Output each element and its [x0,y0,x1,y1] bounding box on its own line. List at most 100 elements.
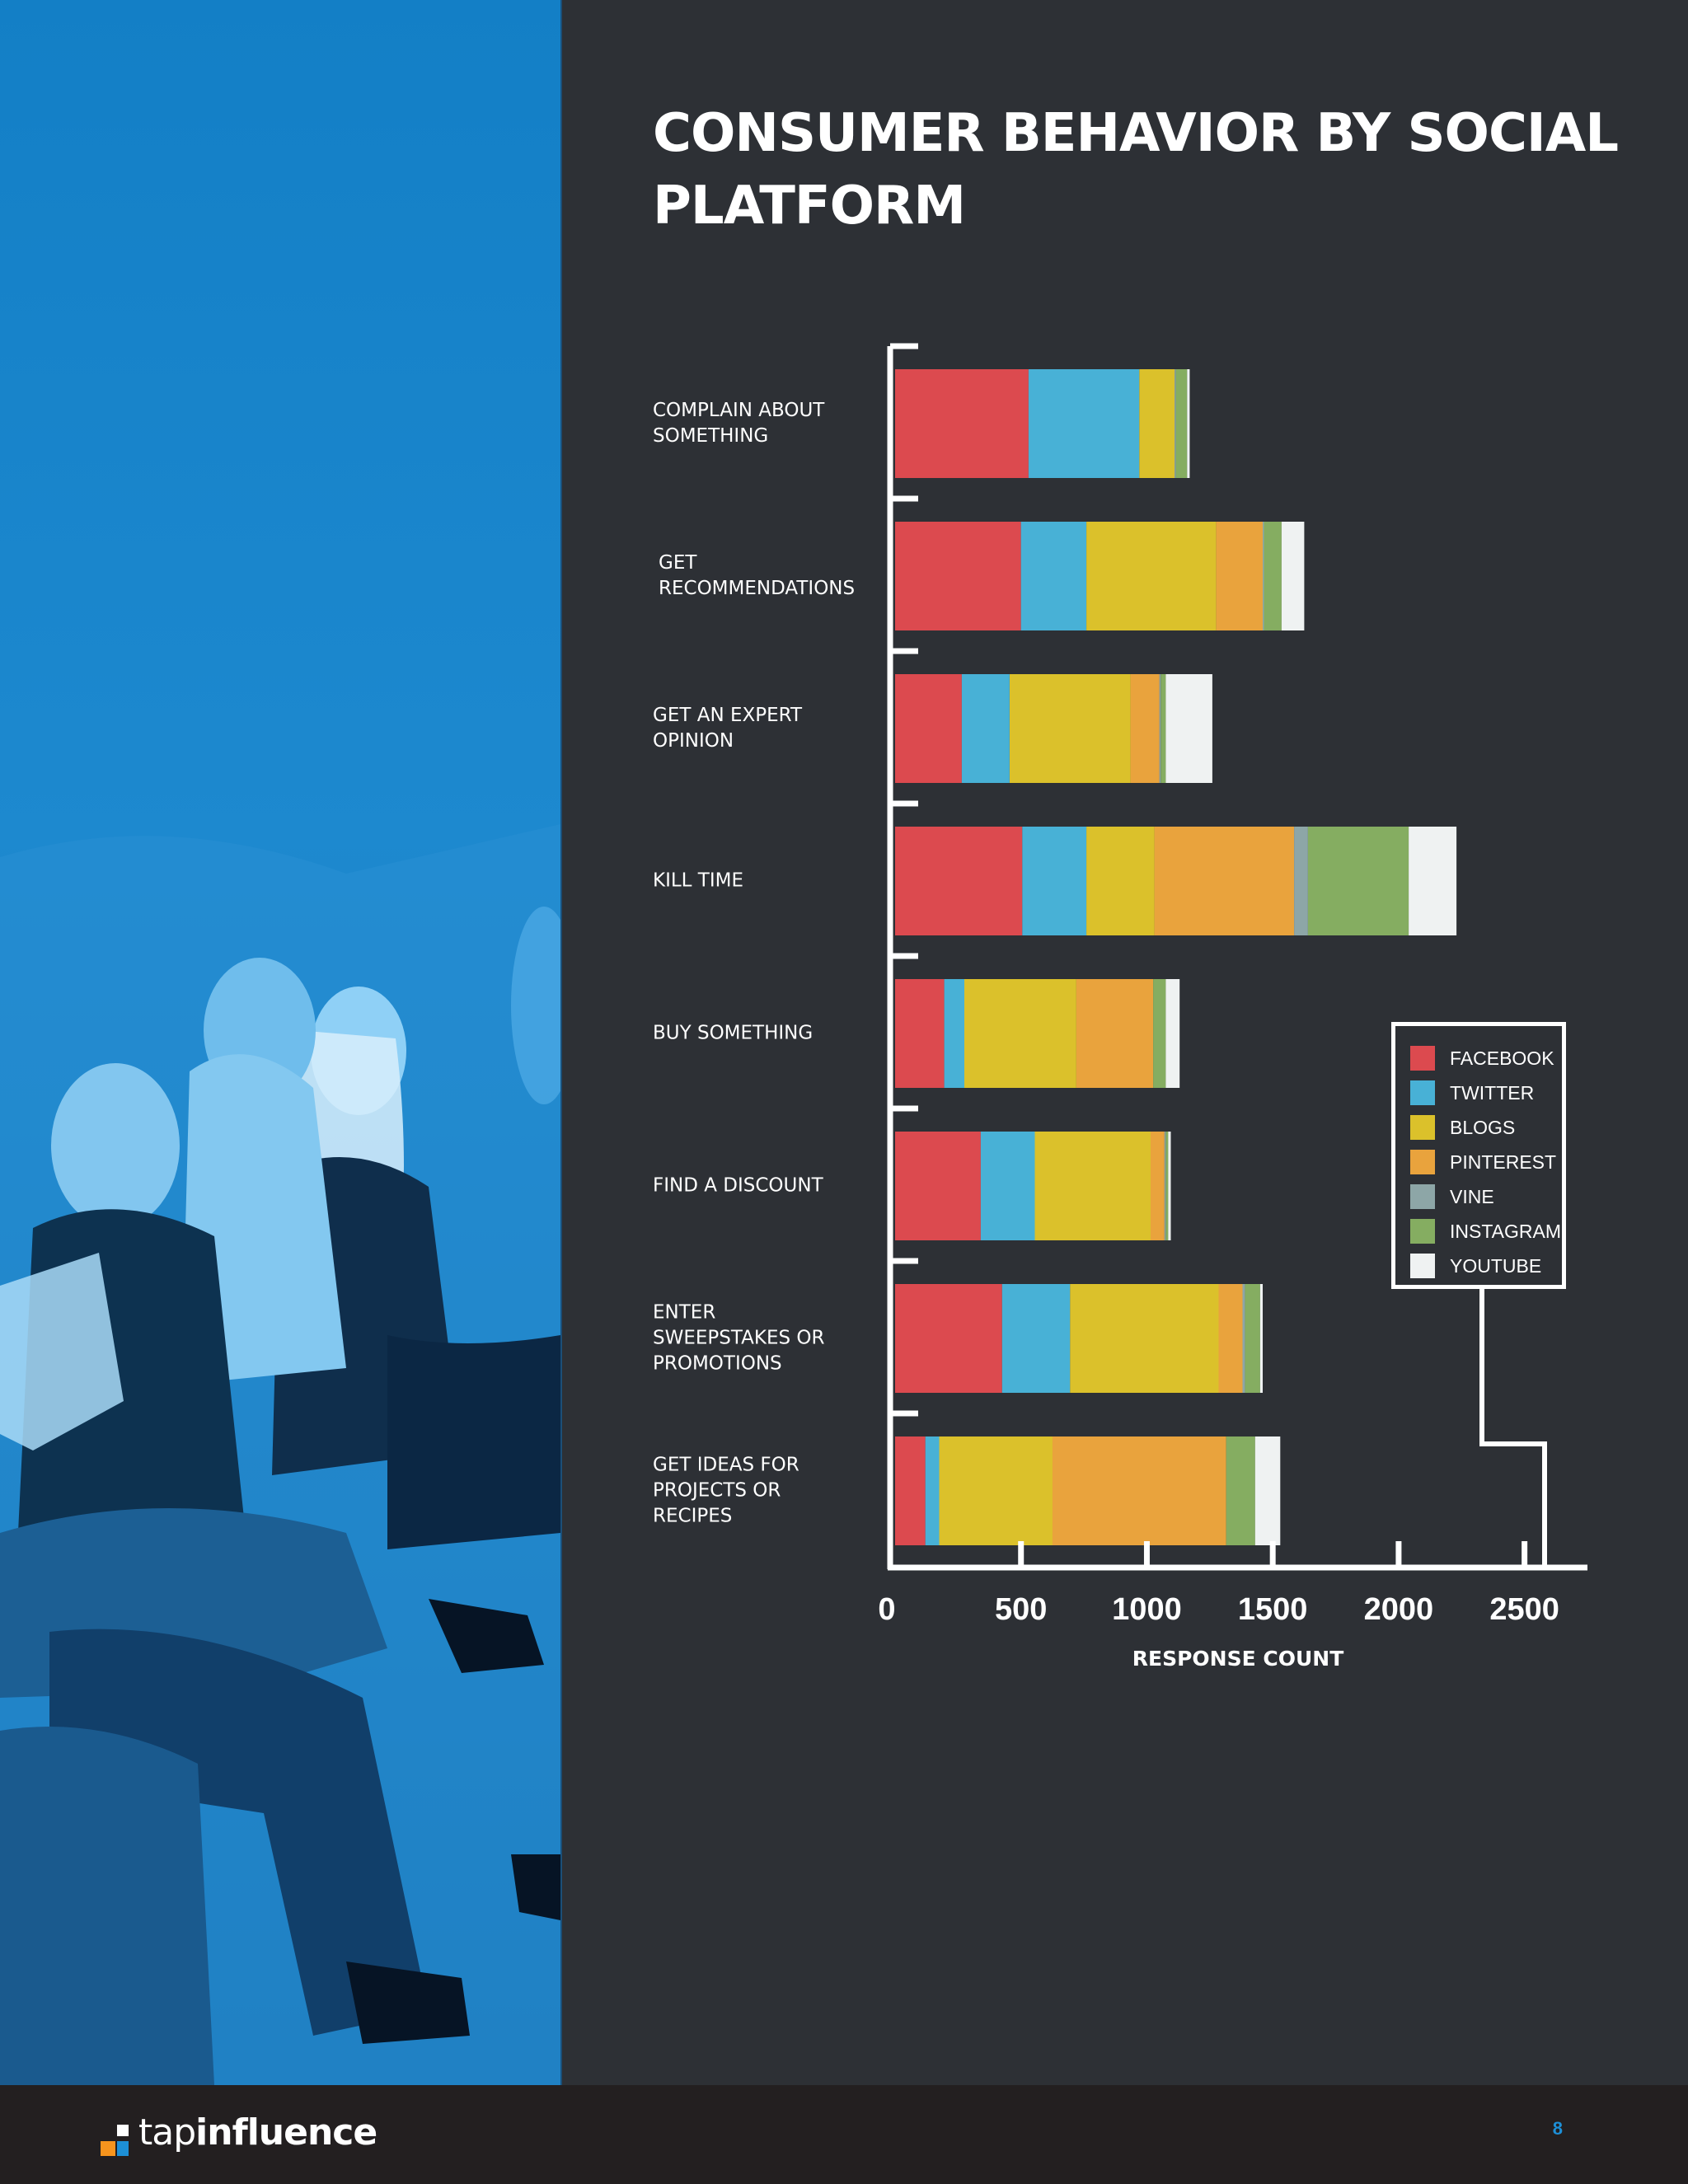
chart-legend: FACEBOOK TWITTER BLOGS PINTEREST VINE INSTAGR… [1391,1022,1566,1289]
bar-segment-facebook [895,1436,926,1545]
bar-segment-vine [1242,1284,1245,1393]
legend-label: YOUTUBE [1450,1254,1542,1277]
bar-segment-pinterest [1130,674,1160,783]
bar-segment-facebook [895,522,1021,630]
legend-swatch [1410,1219,1435,1244]
category-label: GET AN EXPERT OPINION [653,705,803,752]
bar-segment-facebook [895,979,945,1088]
bar-segment-pinterest [1052,1436,1226,1545]
legend-label: INSTAGRAM [1450,1220,1562,1242]
x-tick-label: 0 [878,1592,895,1627]
page-title: CONSUMER BEHAVIOR BY SOCIAL PLATFORM [653,103,1619,237]
category-label: BUY SOMETHING [653,1022,814,1044]
bar-segment-twitter [1001,1284,1071,1393]
legend-swatch [1410,1046,1435,1071]
legend-swatch [1410,1115,1435,1140]
bar-segment-youtube [1187,369,1190,478]
bar-segment-vine [1175,369,1176,478]
bar-segment-instagram [1165,1132,1169,1240]
bar-segment-twitter [925,1436,940,1545]
brand-name-light: tap [138,2111,196,2154]
content-panel: CONSUMER BEHAVIOR BY SOCIAL PLATFORM 0 50… [562,0,1688,2085]
category-label: KILL TIME [653,869,744,892]
category-label: GET IDEAS FOR PROJECTS OR RECIPES [653,1454,799,1527]
bar-segment-twitter [1020,522,1087,630]
bar-segment-pinterest [1076,979,1154,1088]
category-label: GET RECOMMENDATIONS [659,552,856,599]
x-tick-label: 1500 [1238,1592,1308,1627]
page-number: 8 [1552,2118,1563,2139]
legend-connector-line [1479,1289,1547,1568]
bar-segment-instagram [1175,369,1188,478]
bar-segment-instagram [1153,979,1166,1088]
bar-segment-facebook [895,369,1029,478]
bar-chart: 0 500 1000 1500 2000 2500 [878,343,1587,1627]
legend-item-instagram: INSTAGRAM [1410,1214,1562,1249]
bar-segment-youtube [1281,522,1305,630]
axis-layer: 0 500 1000 1500 2000 2500 [878,343,1587,1627]
bar-segment-blogs [1139,369,1175,478]
x-tick-label: 1000 [1112,1592,1182,1627]
legend-swatch [1410,1150,1435,1174]
bars-layer [895,369,1457,1545]
bar-segment-twitter [980,1132,1035,1240]
bar-segment-blogs [939,1436,1053,1545]
legend-swatch [1410,1080,1435,1105]
legend-item-facebook: FACEBOOK [1410,1041,1562,1076]
bar-segment-instagram [1245,1284,1260,1393]
bar-segment-blogs [1086,827,1155,935]
bar-segment-instagram [1307,827,1409,935]
bar-segment-twitter [961,674,1010,783]
bar-segment-blogs [1034,1132,1151,1240]
x-tick-label: 500 [995,1592,1047,1627]
bar-segment-youtube [1165,979,1180,1088]
brand-logo: tapinfluence [97,2108,377,2158]
bar-segment-twitter [1028,369,1140,478]
x-axis-title: RESPONSE COUNT [1132,1647,1344,1671]
x-tick-label: 2000 [1364,1592,1434,1627]
bar-segment-twitter [944,979,964,1088]
brand-name-bold: influence [195,2111,377,2154]
legend-label: BLOGS [1450,1116,1516,1138]
category-label: FIND A DISCOUNT [653,1174,823,1197]
legend-swatch [1410,1254,1435,1278]
bar-segment-blogs [964,979,1076,1088]
legend-label: VINE [1450,1185,1494,1207]
bar-segment-youtube [1168,1132,1171,1240]
legend-item-blogs: BLOGS [1410,1110,1562,1145]
bar-segment-vine [1294,827,1308,935]
group-photo-image [0,0,560,2085]
bar-segment-youtube [1259,1284,1263,1393]
bar-segment-facebook [895,674,962,783]
bar-segment-youtube [1165,674,1212,783]
footer-bar [0,2085,1688,2184]
bar-segment-pinterest [1154,827,1295,935]
legend-label: PINTEREST [1450,1151,1557,1173]
panel-divider [560,0,562,2085]
bar-segment-instagram [1226,1436,1255,1545]
legend-item-twitter: TWITTER [1410,1076,1562,1110]
bar-segment-vine [1263,522,1264,630]
bar-segment-blogs [1010,674,1131,783]
legend-item-youtube: YOUTUBE [1410,1249,1562,1283]
bar-segment-instagram [1160,674,1166,783]
legend-label: FACEBOOK [1450,1047,1554,1069]
bar-segment-facebook [895,827,1023,935]
category-label: COMPLAIN ABOUT SOMETHING [653,400,825,447]
bar-segment-pinterest [1218,1284,1243,1393]
category-label: ENTER SWEEPSTAKES OR PROMOTIONS [653,1301,825,1375]
bar-segment-instagram [1264,522,1282,630]
legend-label: TWITTER [1450,1081,1535,1104]
brand-wordmark: tapinfluence [138,2108,377,2158]
bar-segment-vine [1164,1132,1166,1240]
legend-item-vine: VINE [1410,1179,1562,1214]
x-tick-label: 2500 [1489,1592,1559,1627]
legend-swatch [1410,1184,1435,1209]
bar-segment-facebook [895,1132,981,1240]
logo-squares-icon [101,2125,129,2156]
bar-segment-vine [1159,674,1161,783]
photo-panel [0,0,560,2085]
bar-segment-youtube [1409,827,1457,935]
bar-segment-blogs [1070,1284,1219,1393]
bar-segment-youtube [1254,1436,1281,1545]
